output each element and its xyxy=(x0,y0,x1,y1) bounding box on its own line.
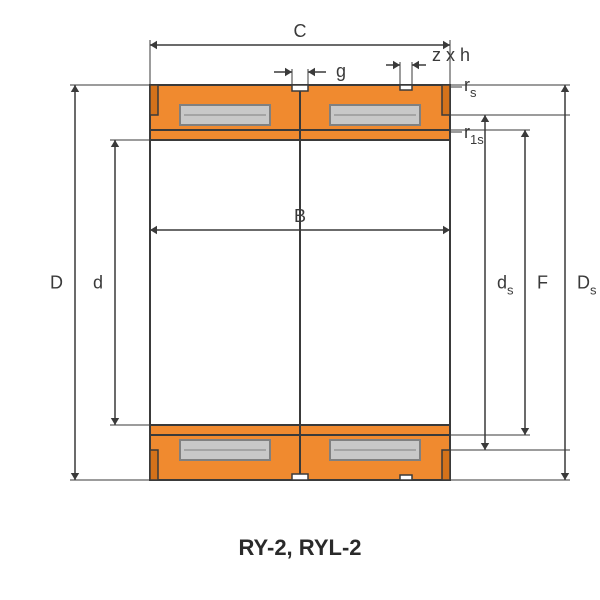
dim-D-label: D xyxy=(50,273,63,293)
dim-g-label: g xyxy=(336,61,346,81)
dim-B-label: B xyxy=(294,206,306,226)
dim-d-label: d xyxy=(93,273,103,293)
dim-C-label: C xyxy=(294,21,307,41)
label-rs: rs xyxy=(464,75,477,100)
groove-g xyxy=(292,474,308,480)
dim-zxh-label: z x h xyxy=(432,45,470,65)
label-r1s: r1s xyxy=(464,122,484,147)
dim-F-label: F xyxy=(537,273,548,293)
caption: RY-2, RYL-2 xyxy=(238,535,361,560)
groove-zxh xyxy=(400,475,412,480)
groove-zxh xyxy=(400,85,412,90)
groove-g xyxy=(292,85,308,91)
dim-Ds-label: Ds xyxy=(577,273,597,298)
dim-ds-label: ds xyxy=(497,273,514,298)
